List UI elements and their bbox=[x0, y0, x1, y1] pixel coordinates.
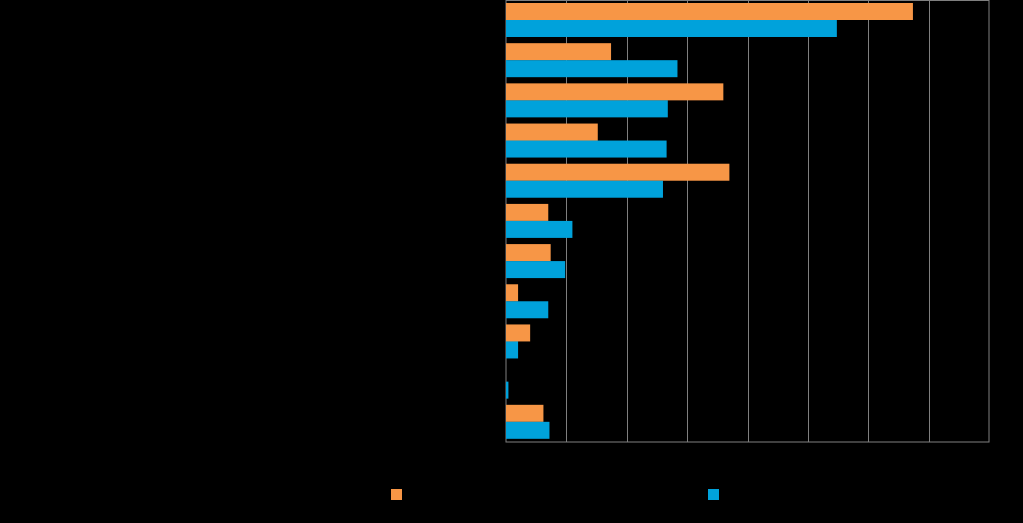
bar-series-2-category-8 bbox=[506, 301, 549, 319]
legend-item-series-1 bbox=[391, 489, 410, 500]
bar-series-1-category-8 bbox=[506, 284, 519, 302]
bar-series-1-category-11 bbox=[506, 404, 544, 422]
bar-series-2-category-11 bbox=[506, 421, 550, 439]
legend-swatch-series-2 bbox=[708, 489, 719, 500]
bar-series-1-category-2 bbox=[506, 43, 612, 61]
bar-chart-plot bbox=[505, 0, 990, 443]
bar-series-1-category-9 bbox=[506, 324, 531, 342]
bar-series-2-category-7 bbox=[506, 261, 566, 279]
bar-series-2-category-9 bbox=[506, 341, 519, 359]
bar-series-2-category-6 bbox=[506, 220, 573, 238]
bar-series-2-category-2 bbox=[506, 60, 678, 78]
legend-item-series-2 bbox=[708, 489, 727, 500]
bar-series-2-category-3 bbox=[506, 100, 668, 118]
legend-swatch-series-1 bbox=[391, 489, 402, 500]
bar-series-1-category-7 bbox=[506, 244, 551, 262]
bar-series-1-category-1 bbox=[506, 3, 913, 20]
bar-series-2-category-1 bbox=[506, 20, 837, 37]
bar-series-2-category-10 bbox=[506, 381, 509, 399]
bar-series-1-category-5 bbox=[506, 163, 730, 181]
bar-series-1-category-6 bbox=[506, 203, 549, 221]
bar-series-2-category-5 bbox=[506, 180, 663, 198]
bar-series-1-category-4 bbox=[506, 123, 598, 141]
bar-series-2-category-4 bbox=[506, 140, 667, 158]
bar-series-1-category-3 bbox=[506, 83, 724, 101]
